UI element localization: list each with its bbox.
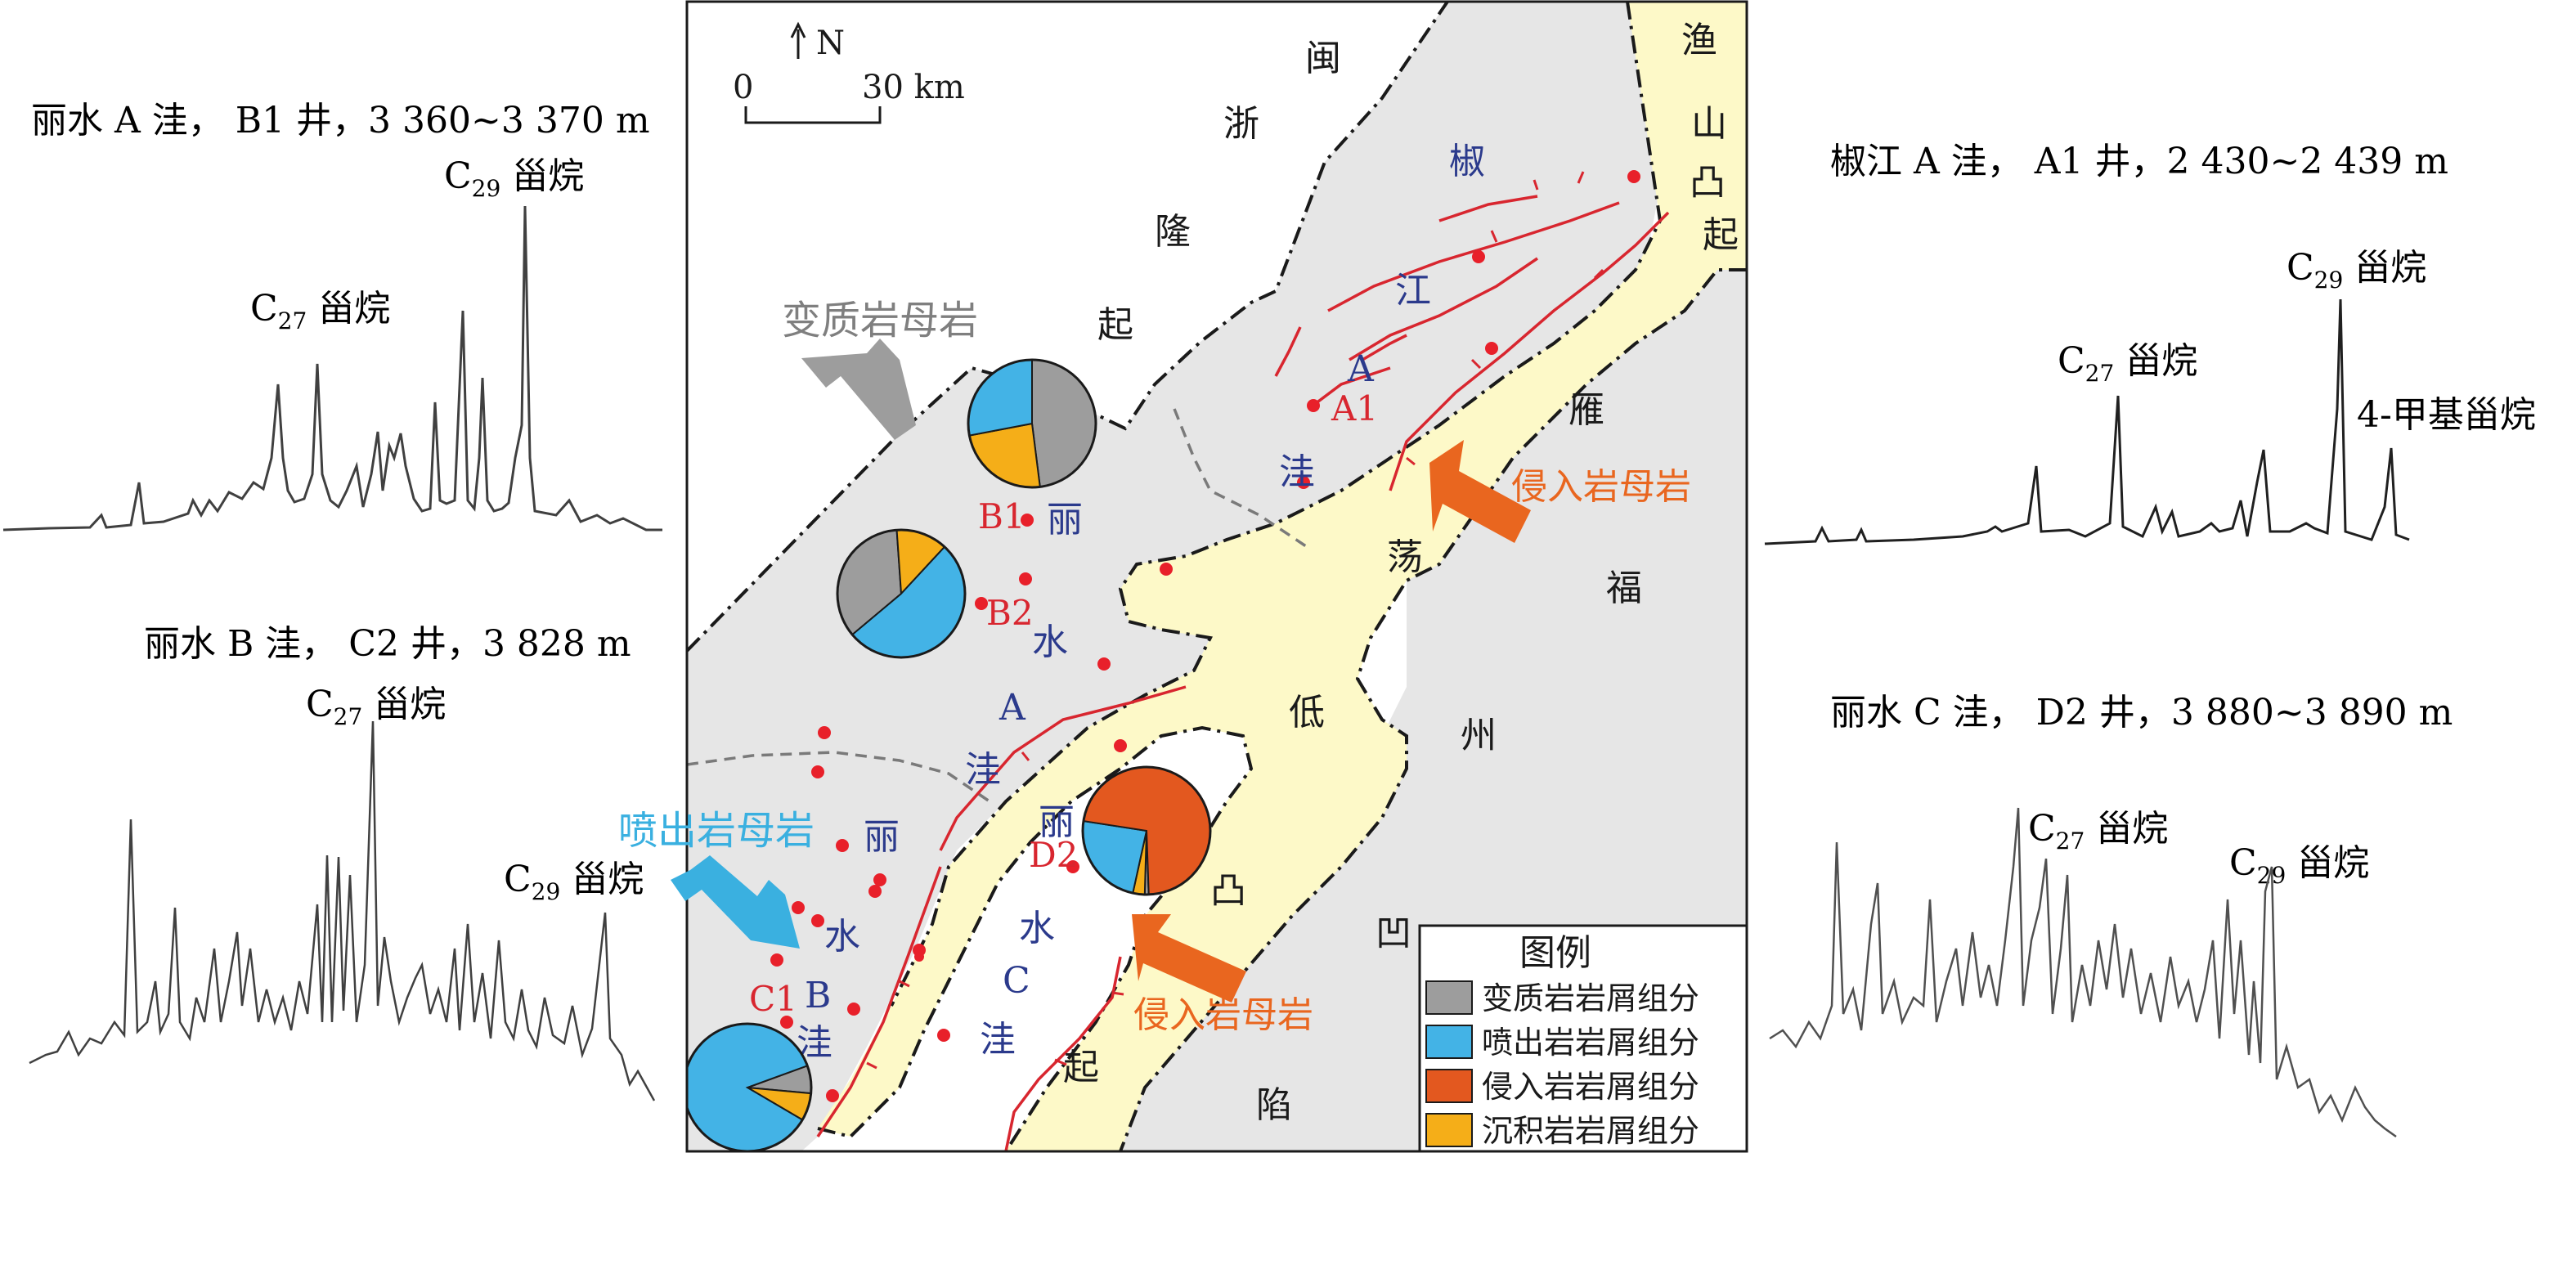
north-arrow-icon [790,21,806,38]
map: 闽 浙 隆 起 渔 山 凸 起 雁 荡 低 凸 起 福 州 凹 陷 椒 [685,0,1748,1153]
boundary-lines [687,2,1747,1151]
legend-swatch-metamorphic [1425,980,1473,1015]
arrow-intrusive-b [1132,914,1246,1003]
region-yan: 雁 [1568,389,1604,431]
well-label-a1: A1 [1331,388,1378,428]
region-fu: 福 [1606,567,1642,609]
label-extrusive: 喷出岩母岩 [618,808,815,854]
region-min: 闽 [1305,38,1341,79]
region-qi2: 起 [1703,214,1739,256]
well-label-b2: B2 [986,593,1034,633]
pie-c1 [687,1022,813,1151]
north-label: N [816,25,845,62]
basin-c: C [1003,960,1030,1002]
pie-b2 [836,528,967,659]
legend: 图例 变质岩岩屑组分 喷出岩岩屑组分 侵入岩岩屑组分 沉积岩岩屑组分 [1418,924,1747,1151]
sag-boundaries [687,408,1309,803]
basin-shui2: 水 [824,916,860,958]
legend-label-metamorphic: 变质岩岩屑组分 [1482,980,1699,1016]
basin-li3: 丽 [1039,801,1075,843]
well-label-b1: B1 [978,496,1025,536]
basin-li2: 丽 [864,816,900,858]
arrow-intrusive-a [1429,440,1531,543]
chromatogram-d2-title: 丽水 C 洼， D2 井，3 880~3 890 m [1830,692,2453,733]
pie-charts [687,358,1212,1151]
chromatogram-a1-c27-label: C27 甾烷 [2058,340,2197,387]
region-ao: 凹 [1376,913,1411,954]
chromatogram-a1-trace [1764,298,2410,545]
region-qi1: 起 [1097,304,1133,346]
region-zhou: 州 [1461,715,1497,756]
basin-b: B [805,975,831,1016]
region-shan: 山 [1691,103,1727,145]
faults [816,195,1670,1151]
region-di: 低 [1289,692,1325,733]
chromatogram-d2: 丽水 C 洼， D2 井，3 880~3 890 m C27 甾烷 C29 甾烷 [1769,692,2453,1138]
legend-swatch-extrusive [1425,1025,1473,1059]
region-xian: 陷 [1256,1084,1292,1126]
basin-wa-a: 洼 [1279,451,1315,493]
basin-wa1: 洼 [965,749,1001,791]
well-labels: A1 B1 B2 C1 D2 [749,388,1378,1019]
region-tu2: 凸 [1210,870,1246,912]
region-dang: 荡 [1387,536,1423,578]
uplift-belt [818,2,1747,1151]
region-yu: 渔 [1681,20,1717,61]
label-intrusive-a: 侵入岩母岩 [1511,466,1691,508]
region-zhe: 浙 [1223,103,1259,145]
chromatogram-c2-title: 丽水 B 洼， C2 井，3 828 m [144,623,631,665]
map-frame [685,0,1748,1153]
chromatogram-c2-c29-label: C29 甾烷 [504,859,644,905]
well-dots [770,170,1640,1102]
region-long: 隆 [1155,211,1191,253]
chromatogram-b1-c29-label: C29 甾烷 [444,155,584,202]
arrow-metamorphic [801,339,916,440]
pie-d2 [1081,765,1212,896]
basin-shui3: 水 [1019,908,1055,949]
basin-jiang: 江 [1395,270,1431,312]
scale-zero: 0 [733,69,753,106]
legend-swatch-sedimentary [1425,1113,1473,1147]
chromatogram-b1: 丽水 A 洼， B1 井，3 360~3 370 m C27 甾烷 C29 甾烷 [2,100,662,532]
chromatogram-c2-c27-label: C27 甾烷 [306,684,446,730]
scale-bar: N 0 30 km [733,21,965,124]
fault-ticks [866,171,1604,1070]
basin-wa3: 洼 [980,1019,1016,1061]
basin-shui1: 水 [1032,621,1068,663]
chromatogram-a1-c29-label: C29 甾烷 [2287,247,2426,294]
chromatogram-d2-c27-label: C27 甾烷 [2028,808,2168,855]
legend-label-sedimentary: 沉积岩岩屑组分 [1482,1113,1699,1149]
chromatogram-d2-c29-label: C29 甾烷 [2229,842,2369,889]
legend-swatch-intrusive [1425,1069,1473,1103]
chromatogram-c2-trace [29,720,656,1101]
label-intrusive-b: 侵入岩母岩 [1133,994,1313,1036]
region-tu1: 凸 [1690,162,1726,204]
arrow-extrusive [671,855,800,949]
chromatogram-c2: 丽水 B 洼， C2 井，3 828 m C27 甾烷 C29 甾烷 [29,623,656,1101]
chromatogram-a1-title: 椒江 A 洼， A1 井，2 430~2 439 m [1830,141,2448,182]
basin-li1: 丽 [1047,499,1083,541]
chromatogram-b1-title: 丽水 A 洼， B1 井，3 360~3 370 m [31,100,650,141]
legend-label-intrusive: 侵入岩岩屑组分 [1482,1069,1699,1105]
basin-labels: 椒 江 A 洼 丽 水 A 洼 丽 水 B 洼 丽 水 C 洼 [797,141,1485,1064]
label-metamorphic: 变质岩母岩 [782,298,978,343]
region-qi3: 起 [1063,1047,1099,1088]
chromatogram-a1: 椒江 A 洼， A1 井，2 430~2 439 m C27 甾烷 C29 甾烷… [1764,141,2536,545]
well-label-c1: C1 [749,979,797,1019]
legend-title: 图例 [1519,932,1591,974]
basin-a1: A [999,687,1026,729]
chromatogram-d2-trace [1769,807,2397,1138]
chromatogram-b1-trace [2,205,662,532]
region-labels: 闽 浙 隆 起 渔 山 凸 起 雁 荡 低 凸 起 福 州 凹 陷 [1063,20,1739,1126]
scale-distance: 30 km [862,69,965,106]
chromatogram-a1-methyl-label: 4-甲基甾烷 [2357,394,2536,436]
well-label-d2: D2 [1029,835,1078,875]
legend-label-extrusive: 喷出岩岩屑组分 [1482,1025,1699,1061]
chromatogram-b1-c27-label: C27 甾烷 [250,288,390,334]
pie-b1 [967,358,1097,489]
basin-a-a: A [1347,348,1375,390]
basin-jiao: 椒 [1449,141,1485,182]
